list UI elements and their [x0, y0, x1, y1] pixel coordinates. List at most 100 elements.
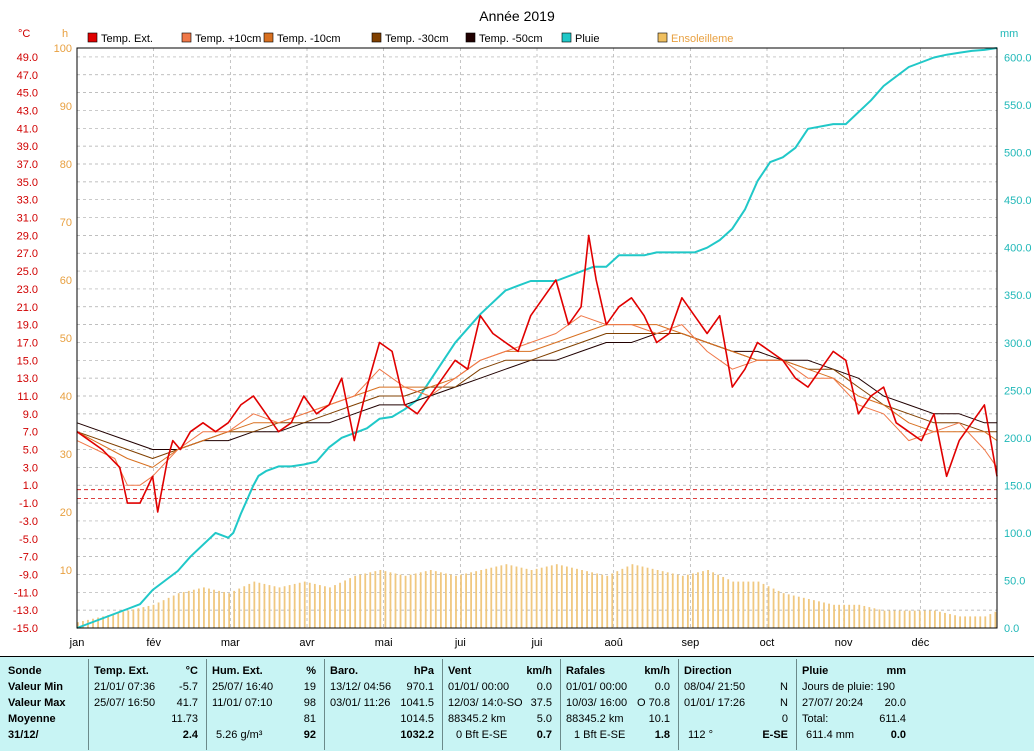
month-tick-label: mar: [221, 637, 240, 649]
temp-min-value: -5.7: [179, 681, 198, 693]
chart-title: Année 2019: [479, 8, 555, 24]
temp-tick-label: 43.0: [17, 105, 38, 117]
sunshine-bar: [535, 568, 538, 628]
dir-avg-value: 0: [781, 713, 788, 725]
sunshine-bar: [969, 616, 972, 628]
legend-label: Temp. Ext.: [101, 33, 153, 45]
sunshine-bar: [571, 567, 573, 628]
sunshine-bar: [450, 574, 452, 628]
sunshine-bar: [636, 565, 639, 628]
sunshine-bar: [92, 618, 94, 628]
rain-tick-label: 550.0: [1004, 100, 1032, 112]
month-tick-label: avr: [299, 637, 315, 649]
sunshine-bar: [807, 599, 810, 628]
wind-max-value: 37.5: [530, 697, 552, 709]
sunshine-bar: [485, 568, 488, 628]
rain-max-date: 27/07/ 20:24: [802, 697, 864, 709]
temp-tick-label: 9.0: [23, 409, 38, 421]
sun-tick-label: 100: [54, 43, 72, 55]
label-min: Valeur Min: [8, 681, 64, 693]
sunshine-bar: [213, 589, 215, 628]
sunshine-bar: [369, 572, 372, 628]
sunshine-bar: [379, 570, 382, 628]
sunshine-bar: [77, 622, 79, 628]
temp-avg-value: 11.73: [171, 713, 198, 725]
rain-tick-label: 200.0: [1004, 433, 1032, 445]
sunshine-bar: [132, 609, 135, 628]
temp-tick-label: 25.0: [17, 266, 38, 278]
baro-min-value: 970.1: [406, 681, 434, 693]
legend-label: Temp. +10cm: [195, 33, 261, 45]
sunshine-bar: [500, 565, 503, 628]
sunshine-bar: [298, 582, 301, 628]
series-line-temp-30cm: [76, 333, 997, 459]
temp-unit: °C: [185, 665, 198, 677]
gust-header: Rafales: [566, 665, 606, 677]
sunshine-bar: [994, 611, 997, 628]
hum-min-value: 19: [303, 681, 316, 693]
sunshine-bar: [339, 582, 341, 628]
temp-tick-label: 13.0: [17, 373, 38, 385]
sun-unit-label: h: [62, 28, 68, 40]
sunshine-bar: [263, 583, 266, 628]
sunshine-bar: [540, 567, 543, 628]
rain-total-value: 611.4: [879, 713, 906, 725]
temp-tick-label: 5.0: [23, 445, 38, 457]
temp-max-value: 41.7: [176, 697, 198, 709]
sunshine-bar: [979, 616, 982, 628]
sunshine-bar: [273, 586, 276, 628]
sunshine-bar: [112, 614, 115, 628]
baro-max-value: 1041.5: [400, 697, 434, 709]
wind-min-date: 01/01/ 00:00: [448, 681, 510, 693]
sun-tick-label: 90: [60, 101, 72, 113]
sunshine-bar: [445, 573, 447, 628]
hum-avg-value: 81: [303, 713, 316, 725]
temp-tick-label: -1.0: [19, 498, 38, 510]
sunshine-bar: [364, 573, 367, 628]
sunshine-bar: [374, 571, 377, 628]
sunshine-bar: [757, 581, 760, 628]
series-lines: [76, 47, 998, 629]
temp-tick-label: 47.0: [17, 70, 38, 82]
month-tick-label: mai: [375, 637, 393, 649]
sunshine-bar: [187, 590, 190, 628]
sunshine-bar: [984, 616, 987, 628]
sunshine-bar: [470, 572, 473, 628]
sunshine-bar: [177, 593, 180, 628]
gust-max-value: O 70.8: [636, 697, 670, 709]
sunshine-bar: [258, 582, 261, 628]
gust-beaufort: 1 Bft E-SE: [574, 729, 626, 741]
sunshine-bar: [888, 610, 891, 628]
sunshine-bar: [631, 564, 634, 628]
sunshine-bar: [243, 586, 246, 628]
rain-tick-label: 500.0: [1004, 148, 1032, 160]
sunshine-bar: [681, 575, 684, 628]
sunshine-bar: [293, 583, 296, 628]
temp-tick-label: -3.0: [19, 516, 38, 528]
temp-tick-label: 15.0: [17, 355, 38, 367]
sunshine-bar: [848, 604, 851, 628]
temp-tick-label: 19.0: [17, 320, 38, 332]
rain-days: Jours de pluie: 190: [802, 681, 895, 693]
sunshine-bar: [414, 573, 417, 628]
rain-year-total: 611.4 mm: [806, 729, 855, 741]
sunshine-bar: [354, 575, 357, 628]
series-line-temp-ext-: [76, 234, 998, 513]
series-line-temp-10cm: [76, 324, 998, 468]
col-gusts: Rafales km/h 01/01/ 00:00 0.0 10/03/ 16:00…: [566, 663, 670, 743]
gust-max-date: 10/03/ 16:00: [566, 697, 628, 709]
sunshine-bar: [702, 571, 704, 628]
sunshine-bar: [727, 579, 730, 628]
sunshine-bar: [97, 617, 99, 628]
plot-frame: [76, 47, 998, 629]
sunshine-bar: [863, 605, 866, 628]
temp-axis-ticks: 49.0 47.0 45.0 43.0 41.0 39.0 37.0 35.0 33.0 31.0…: [13, 52, 38, 635]
sunshine-bars: [77, 564, 997, 628]
sunshine-bar: [974, 616, 977, 628]
gust-min-date: 01/01/ 00:00: [566, 681, 628, 693]
sun-axis-ticks: 100 90 80 70 60 50 40 30 20 10: [54, 43, 72, 577]
wind-unit: km/h: [526, 665, 552, 677]
panel-divider: [324, 659, 325, 750]
temp-tick-label: 39.0: [17, 141, 38, 153]
sunshine-bar: [308, 582, 311, 628]
